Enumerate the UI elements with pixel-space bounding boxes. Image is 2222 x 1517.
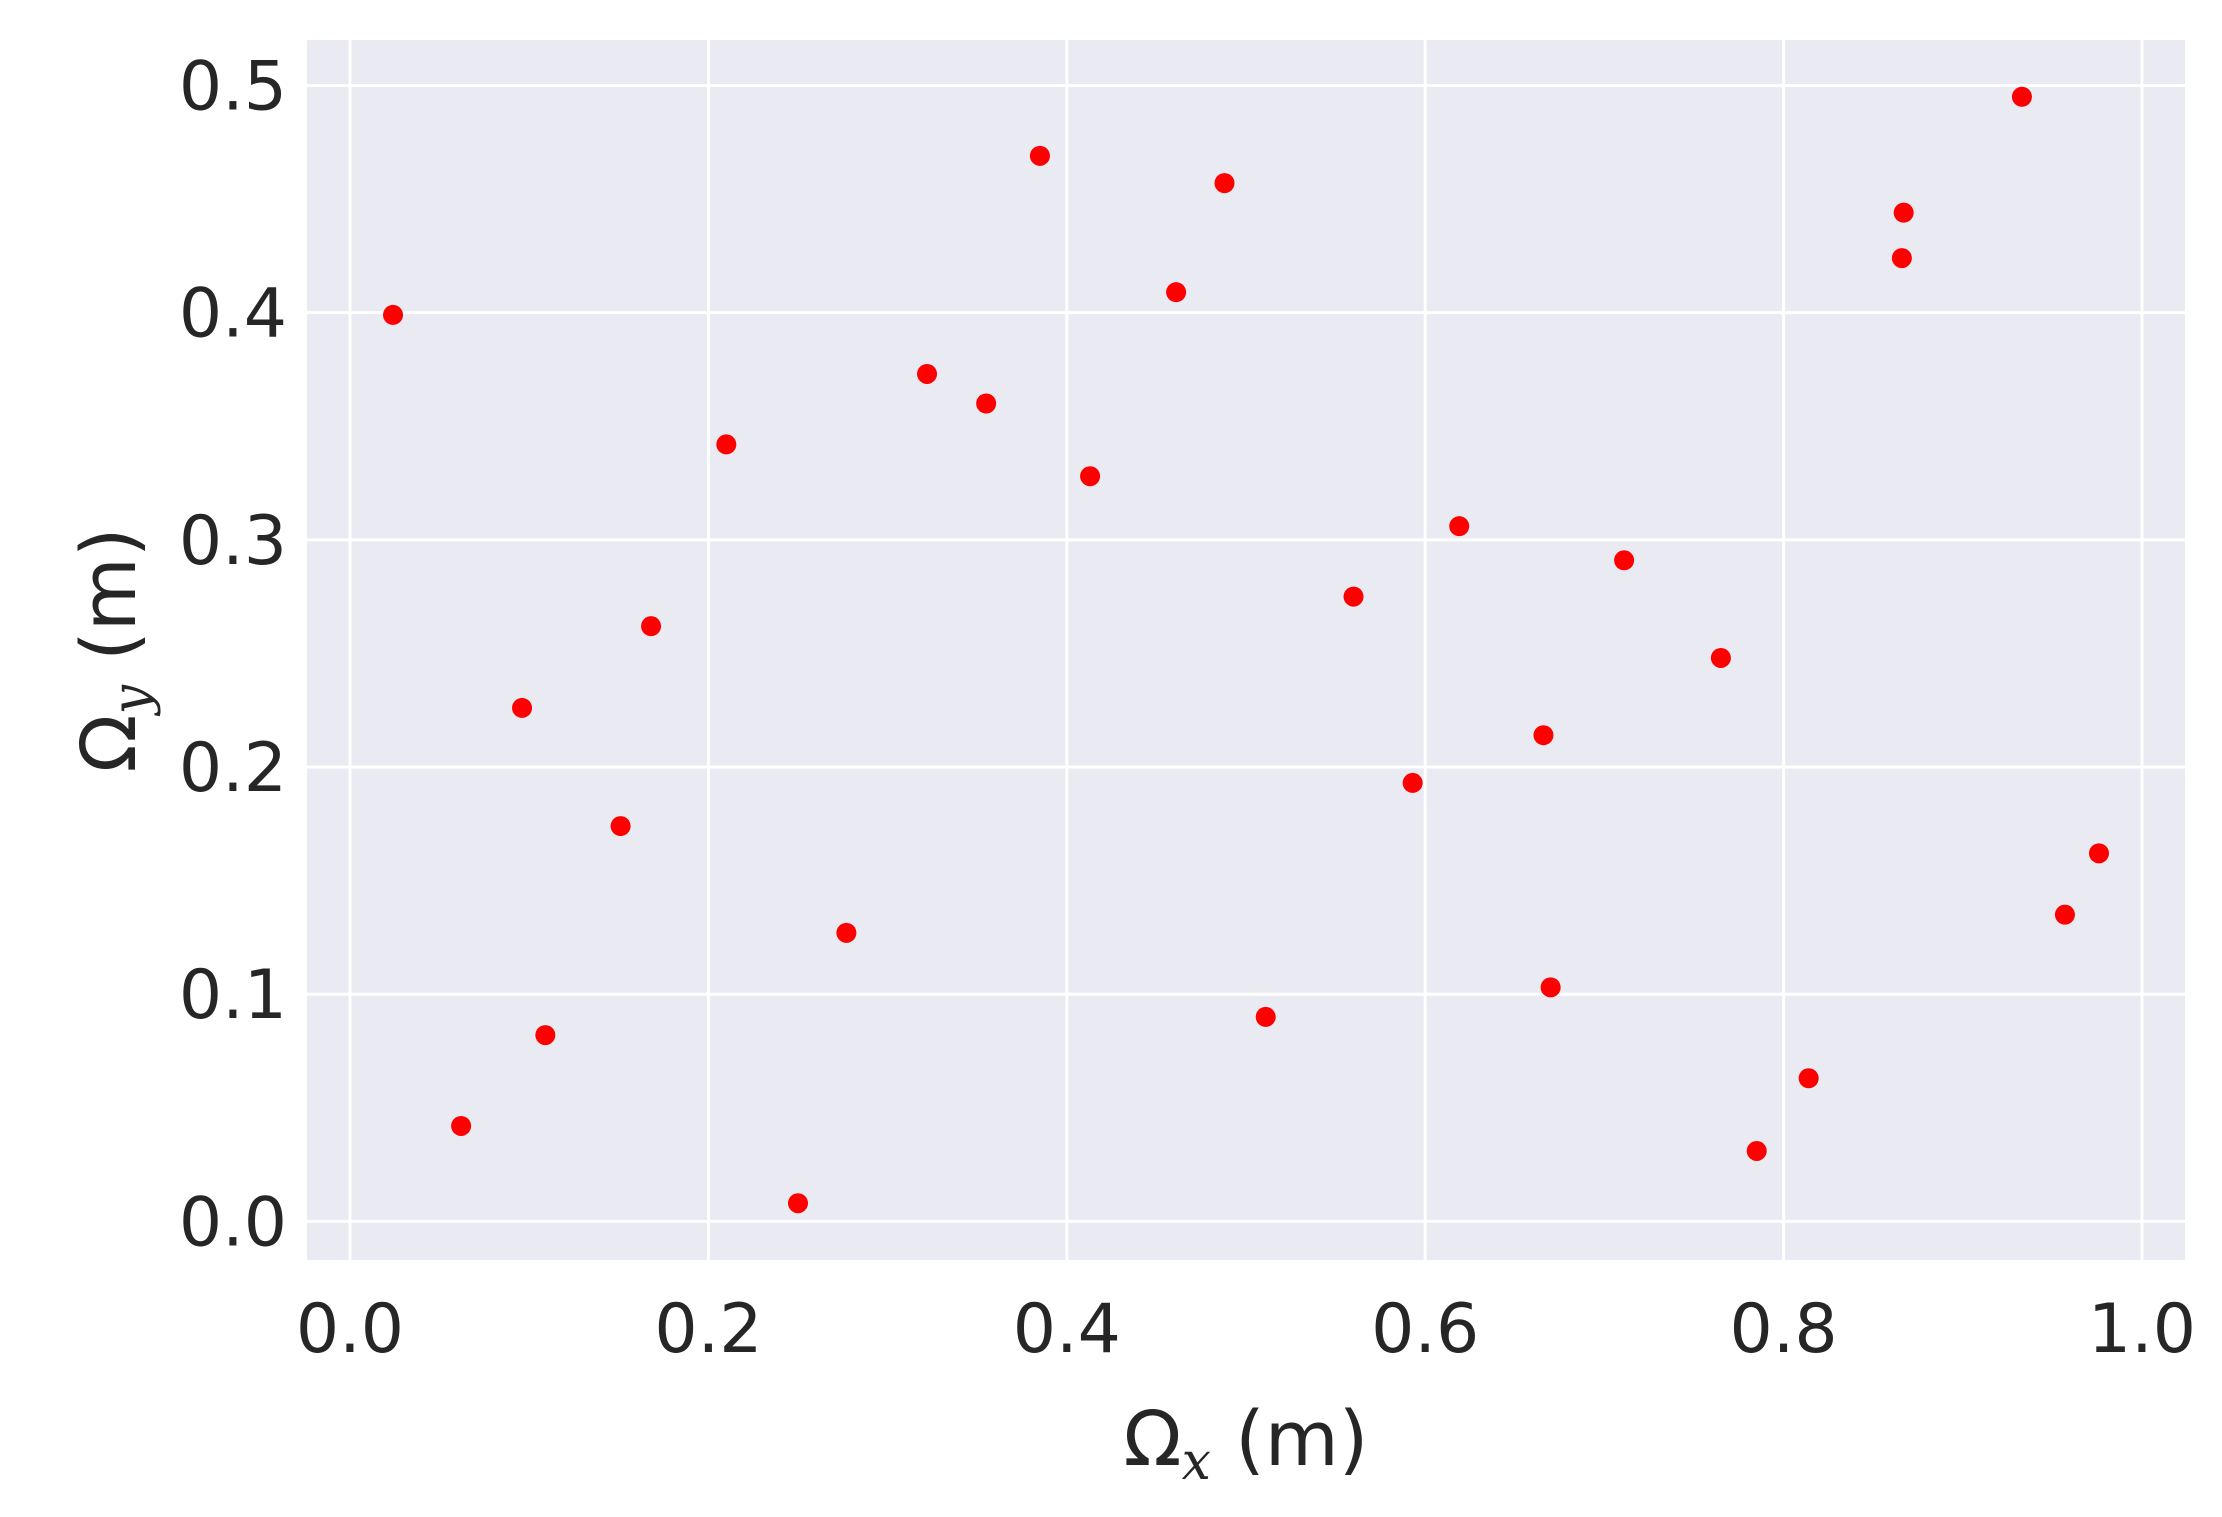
data-points: [383, 86, 2109, 1214]
y-axis-label: Ωy (m): [64, 528, 162, 773]
data-point: [1893, 202, 1914, 223]
x-axis-label: Ωx (m): [1124, 1394, 1369, 1492]
y-axis-label-symbol: Ω: [64, 714, 153, 772]
plot-area: [307, 40, 2185, 1260]
grid-lines: [307, 40, 2185, 1260]
data-point: [1798, 1068, 1819, 1089]
data-point: [1402, 772, 1423, 793]
y-tick-labels: 0.0 0.1 0.2 0.3 0.4 0.5: [179, 47, 287, 1262]
y-tick-label: 0.2: [179, 729, 287, 808]
data-point: [788, 1193, 809, 1214]
x-tick-label: 0.0: [296, 1290, 404, 1369]
data-point: [1449, 516, 1470, 537]
data-point: [1080, 466, 1101, 487]
x-tick-label: 0.2: [654, 1290, 762, 1369]
data-point: [451, 1115, 472, 1136]
data-point: [1891, 248, 1912, 269]
x-axis-label-unit: (m): [1211, 1394, 1369, 1483]
x-tick-label: 0.8: [1730, 1290, 1838, 1369]
x-axis-label-subscript: x: [1182, 1432, 1211, 1492]
data-point: [836, 922, 857, 943]
data-point: [383, 304, 404, 325]
data-point: [1614, 550, 1635, 571]
y-tick-label: 0.5: [179, 47, 287, 126]
data-point: [2054, 904, 2075, 925]
y-axis-label-unit: (m): [64, 528, 153, 686]
x-tick-label: 0.6: [1371, 1290, 1479, 1369]
data-point: [1533, 725, 1554, 746]
y-axis-label-subscript: y: [102, 684, 162, 716]
data-point: [2011, 86, 2032, 107]
data-point: [641, 616, 662, 637]
data-point: [1746, 1140, 1767, 1161]
data-point: [1710, 647, 1731, 668]
data-point: [512, 697, 533, 718]
data-point: [1214, 173, 1235, 194]
x-tick-label: 1.0: [2088, 1290, 2196, 1369]
data-point: [535, 1025, 556, 1046]
x-tick-label: 0.4: [1013, 1290, 1121, 1369]
data-point: [1029, 145, 1050, 166]
x-tick-labels: 0.0 0.2 0.4 0.6 0.8 1.0: [296, 1290, 2196, 1369]
data-point: [1343, 586, 1364, 607]
y-tick-label: 0.1: [179, 956, 287, 1035]
data-point: [1540, 977, 1561, 998]
data-point: [1166, 282, 1187, 303]
data-point: [610, 816, 631, 837]
data-point: [2088, 843, 2109, 864]
data-point: [917, 363, 938, 384]
y-tick-label: 0.4: [179, 275, 287, 354]
data-point: [976, 393, 997, 414]
x-axis-label-symbol: Ω: [1124, 1394, 1182, 1483]
y-tick-label: 0.0: [179, 1183, 287, 1262]
data-point: [716, 434, 737, 455]
data-point: [1255, 1006, 1276, 1027]
y-tick-label: 0.3: [179, 502, 287, 581]
